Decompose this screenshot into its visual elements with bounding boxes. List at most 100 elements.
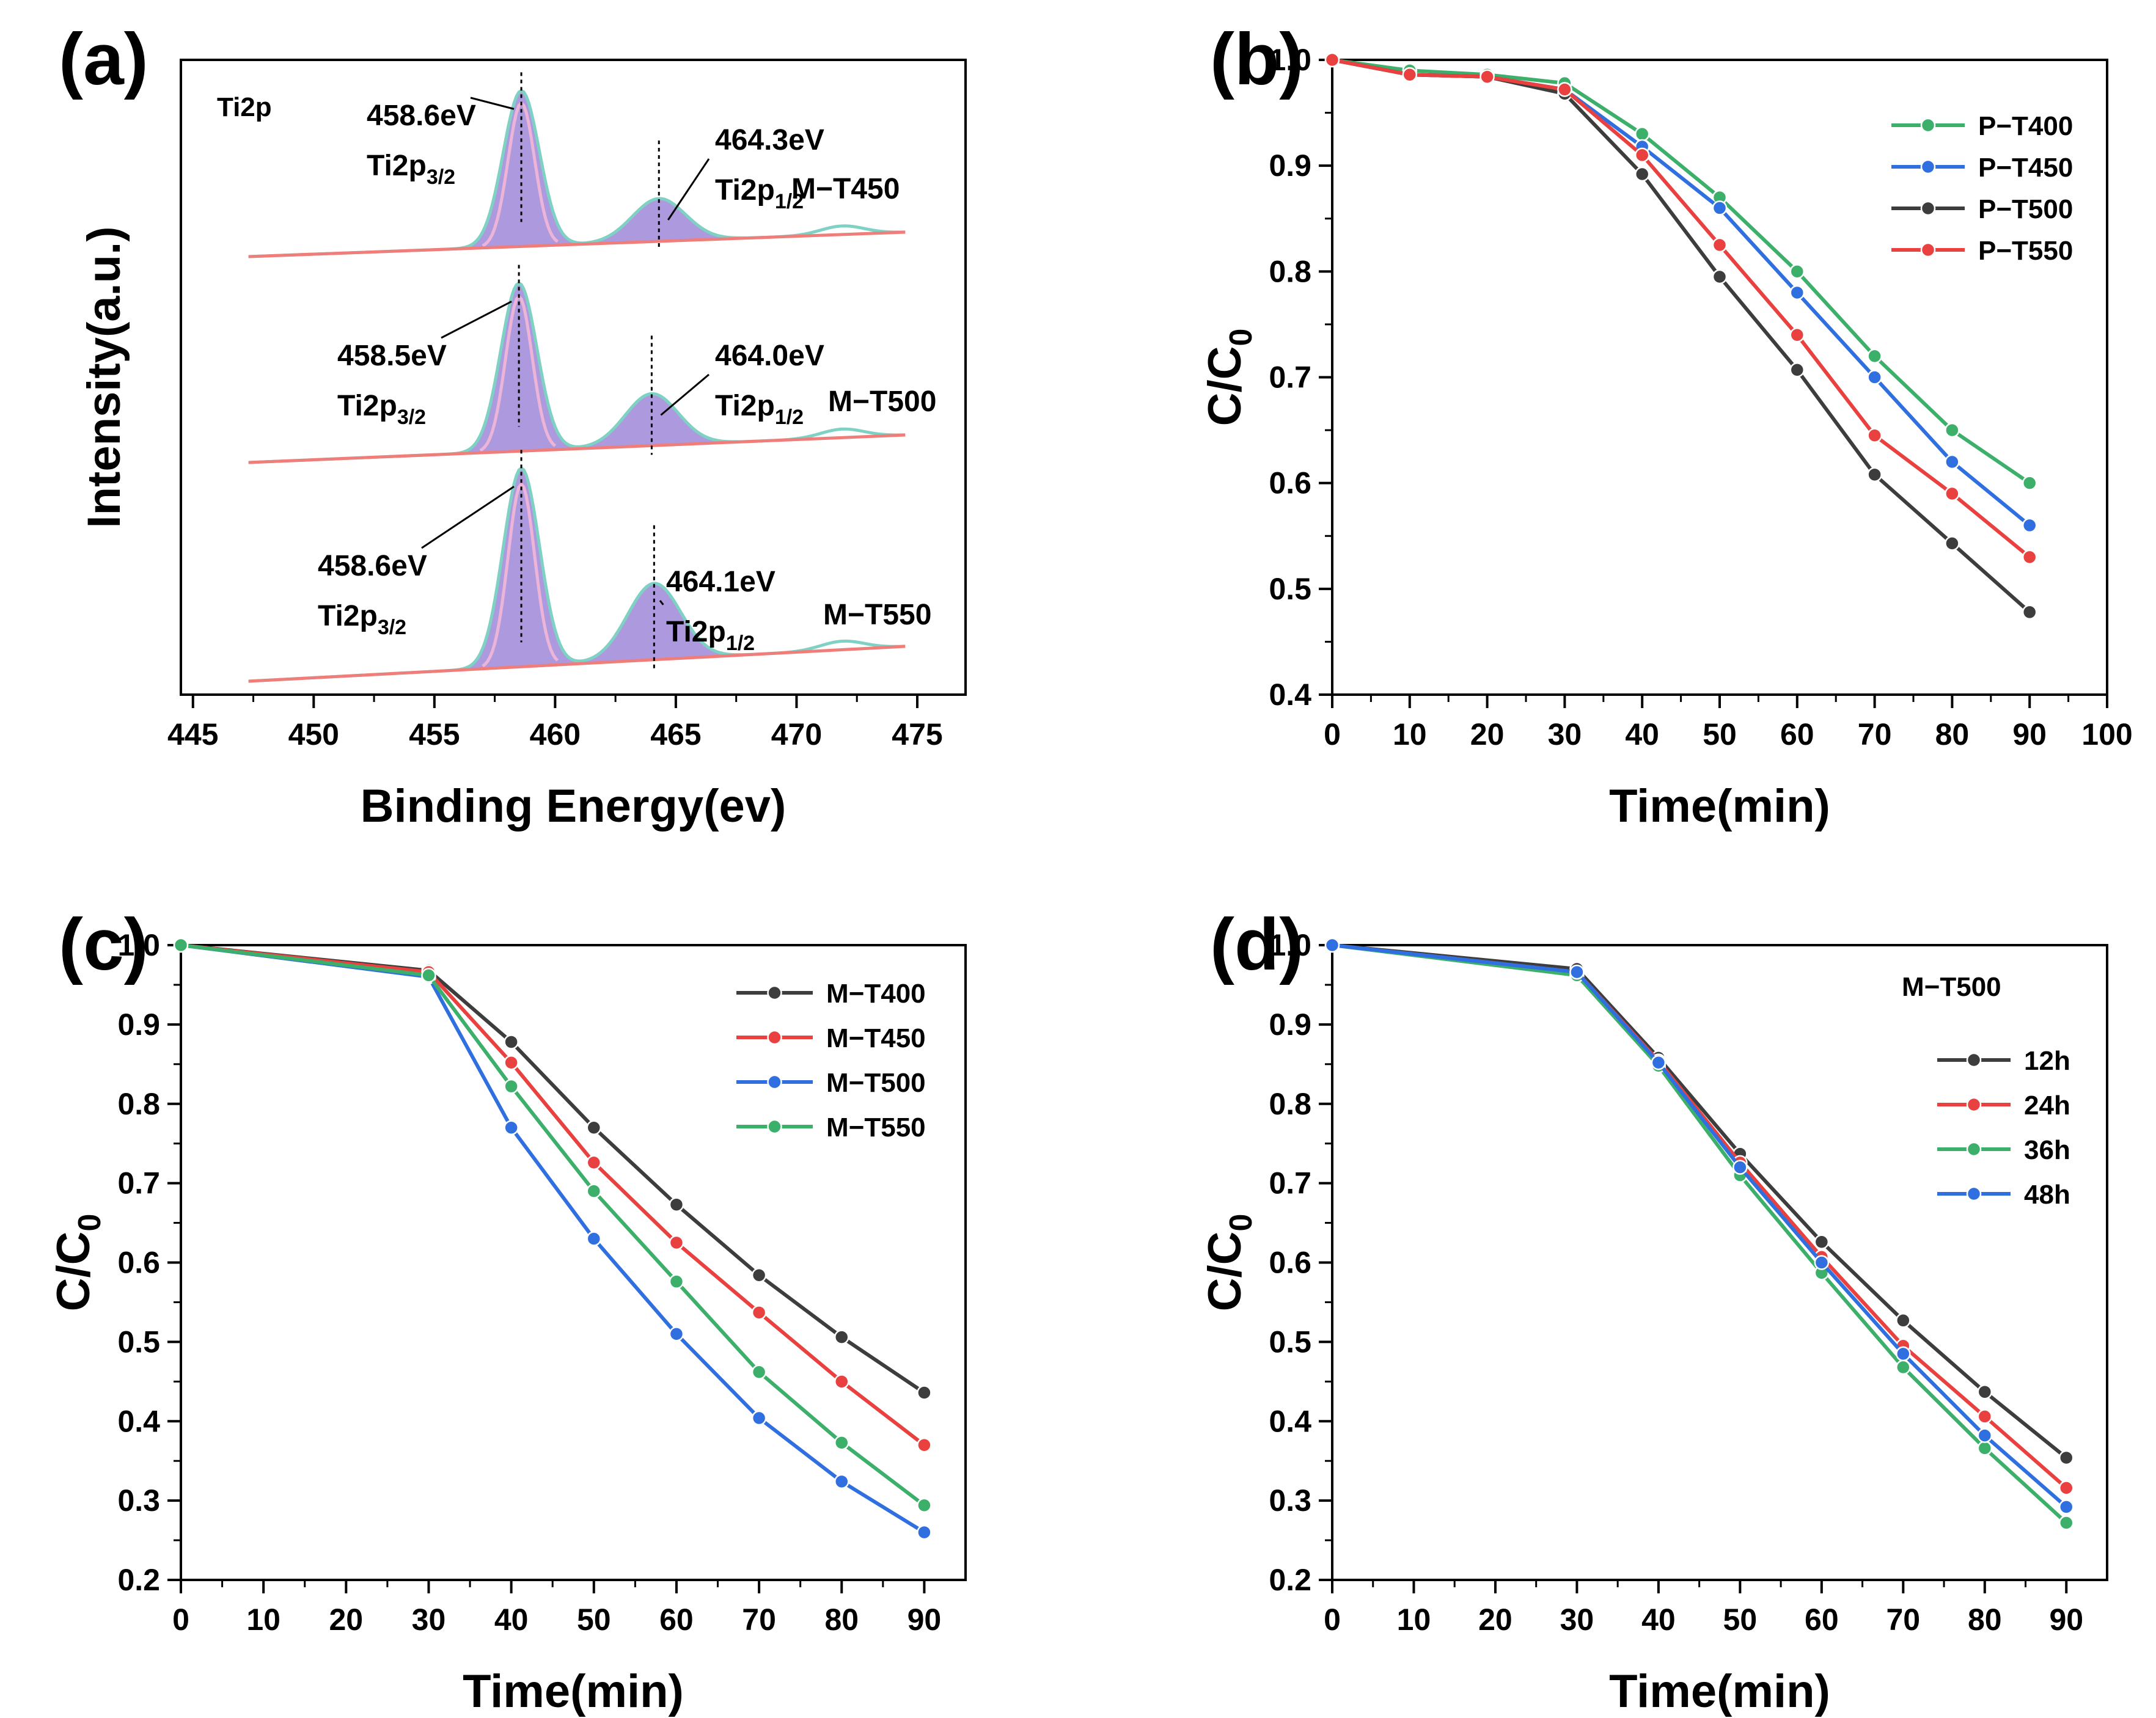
data-point	[1896, 1313, 1911, 1328]
x-tick-label: 10	[246, 1603, 280, 1637]
data-point	[1789, 362, 1805, 378]
data-point	[751, 1268, 767, 1283]
x-tick-label: 30	[1548, 717, 1582, 751]
data-point	[1712, 200, 1728, 216]
data-point	[1977, 1409, 1993, 1424]
legend-label: 48h	[2024, 1180, 2070, 1210]
legend-label: P−T450	[1978, 153, 2073, 183]
annotation-arrow	[421, 486, 515, 549]
legend-swatch-marker	[1920, 242, 1936, 258]
x-tick-label: 470	[771, 717, 822, 751]
data-point	[586, 1183, 602, 1199]
x-tick-label: 90	[2012, 717, 2047, 751]
data-point	[2059, 1499, 2074, 1515]
data-point	[1945, 454, 1960, 470]
data-point	[669, 1326, 684, 1342]
legend-label: P−T550	[1978, 236, 2073, 266]
y-tick-label: 0.7	[1269, 1166, 1311, 1201]
data-point	[669, 1235, 684, 1251]
x-tick-label: 30	[1560, 1603, 1594, 1637]
legend-swatch-marker	[1920, 200, 1936, 216]
spectrum-baseline	[248, 433, 906, 464]
legend-label: M−T400	[826, 979, 926, 1009]
peak-value-label: 458.6eV	[318, 550, 427, 582]
legend-d: 12h 24h 36h 48h	[1937, 1046, 2070, 1210]
x-tick-label: 70	[742, 1603, 776, 1637]
y-tick-label: 1.0	[1269, 928, 1311, 962]
legend-c: M−T400 M−T450 M−T500 M−T550	[736, 979, 926, 1142]
legend-swatch-marker	[767, 1029, 782, 1045]
data-point	[504, 1078, 519, 1094]
legend-swatch-marker	[1966, 1186, 1982, 1202]
y-axis-label: C/C0	[1199, 329, 1259, 426]
peak-fill-1-2	[574, 393, 729, 449]
series-line-M−T500	[180, 943, 925, 1534]
data-point	[1651, 1055, 1667, 1070]
legend-swatch-marker	[767, 1074, 782, 1090]
data-point	[834, 1474, 849, 1490]
legend-swatch-marker	[767, 1119, 782, 1135]
data-point	[1867, 370, 1882, 385]
data-point	[1867, 467, 1882, 483]
annotation-arrow	[659, 600, 664, 605]
data-point	[2059, 1515, 2074, 1530]
annotation-arrow	[470, 97, 515, 110]
plot-frame-a	[180, 59, 967, 696]
series-line-M−T550	[180, 943, 926, 1507]
panel-b: 0 10 20 30 40 50 60 70 80 90 100 0.4 0.5 0.6 0.7 0.8 0.9…	[1199, 18, 2133, 832]
data-point	[586, 1155, 602, 1171]
panel-label: (d)	[1210, 904, 1304, 985]
annotation-arrow	[660, 373, 710, 416]
x-tick-label: 20	[1478, 1603, 1513, 1637]
peak-value-label: 464.3eV	[715, 124, 824, 156]
data-point	[504, 1055, 519, 1070]
legend-label: 24h	[2024, 1091, 2070, 1120]
data-point	[1945, 486, 1960, 502]
x-axis-label: Time(min)	[463, 1665, 684, 1717]
x-tick-label: 10	[1393, 717, 1427, 751]
peak-component	[479, 294, 557, 452]
data-point	[1569, 964, 1585, 980]
x-tick-label: 455	[409, 717, 460, 751]
x-tick-label: 450	[288, 717, 339, 751]
series-line-12h	[1332, 943, 2068, 1460]
legend-swatch-marker	[1966, 1141, 1982, 1157]
data-point	[2022, 549, 2037, 565]
data-point	[1896, 1346, 1911, 1362]
plot-frame-d	[1331, 944, 2108, 1581]
x-axis-label: Binding Energy(ev)	[361, 780, 787, 832]
x-tick-label: 70	[1887, 1603, 1921, 1637]
x-tick-label: 100	[2081, 717, 2132, 751]
data-point	[1814, 1234, 1830, 1249]
x-axis-label: Time(min)	[1609, 780, 1830, 832]
data-point	[1324, 52, 1340, 68]
series-line-36h	[1332, 943, 2068, 1524]
x-tick-label: 80	[1935, 717, 1970, 751]
series-line-P−T400	[1332, 58, 2031, 485]
y-tick-label: 0.9	[1269, 1007, 1311, 1042]
peak-name-label: Ti2p3/2	[318, 600, 406, 639]
legend-swatch-marker	[767, 985, 782, 1001]
x-tick-label: 475	[892, 717, 942, 751]
legend-swatch-marker	[1920, 117, 1936, 133]
data-point	[1712, 237, 1728, 253]
x-tick-label: 30	[412, 1603, 446, 1637]
y-tick-label: 0.2	[1269, 1563, 1311, 1597]
y-tick-label: 0.7	[1269, 360, 1311, 395]
x-tick-label: 0	[172, 1603, 189, 1637]
y-axis-label: Intensity(a.u.)	[78, 226, 130, 528]
y-tick-label: 1.0	[117, 928, 160, 962]
data-point	[1945, 422, 1960, 438]
y-tick-label: 0.3	[1269, 1483, 1311, 1518]
series-line-48h	[1332, 943, 2068, 1508]
x-tick-label: 50	[1723, 1603, 1758, 1637]
y-tick-label: 0.2	[117, 1563, 160, 1597]
x-tick-label: 70	[1858, 717, 1892, 751]
x-tick-label: 60	[1805, 1603, 1839, 1637]
x-tick-label: 0	[1324, 1603, 1341, 1637]
data-point	[1867, 348, 1882, 364]
peak-name-label: Ti2p1/2	[715, 390, 804, 429]
data-point	[669, 1197, 684, 1212]
x-tick-label: 445	[167, 717, 218, 751]
